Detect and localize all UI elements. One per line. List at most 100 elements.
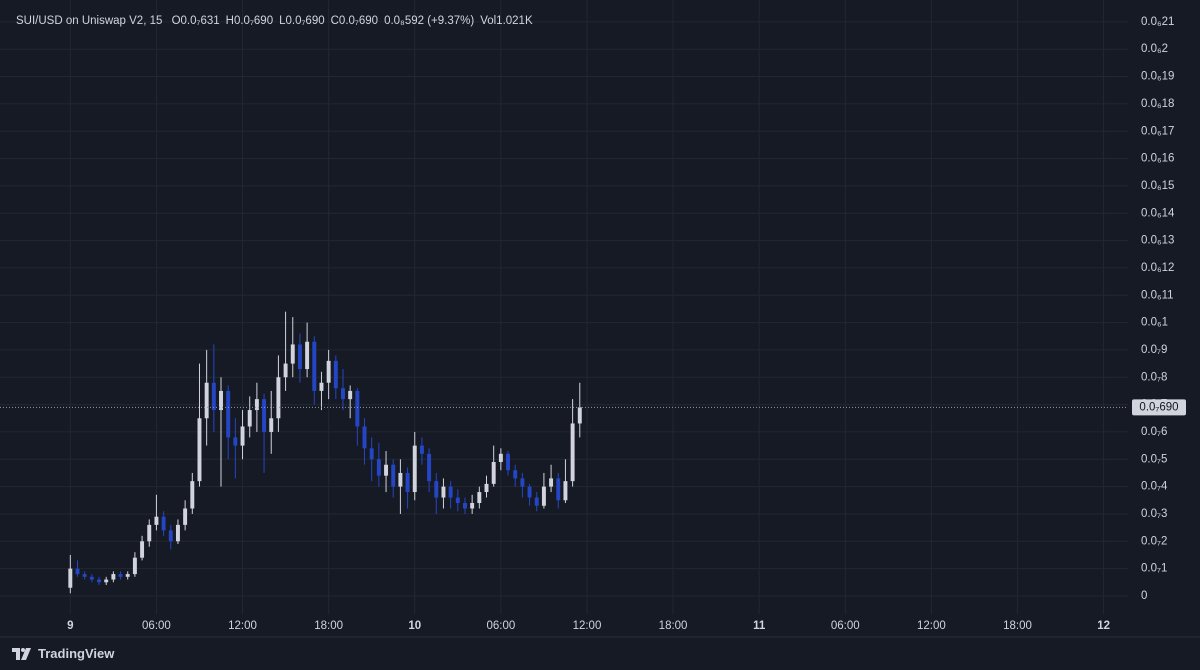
y-tick-label: 0.0₇2 xyxy=(1141,535,1167,547)
x-tick-label: 18:00 xyxy=(659,620,688,632)
y-tick-label: 0.0₆2 xyxy=(1141,43,1168,55)
y-tick-label: 0.0₇8 xyxy=(1141,371,1167,383)
candle-body xyxy=(355,390,360,427)
candle-body xyxy=(118,574,123,577)
x-tick-label: 12:00 xyxy=(917,620,946,632)
y-tick-label: 0.0₆13 xyxy=(1141,235,1174,247)
candle-body xyxy=(262,399,267,432)
candle-body xyxy=(68,568,73,588)
y-tick-label: 0.0₇5 xyxy=(1141,453,1167,465)
candle-body xyxy=(226,390,231,438)
candle-body xyxy=(183,508,188,525)
brand-name: TradingView xyxy=(38,646,115,661)
candle-body xyxy=(75,568,80,575)
candle-body xyxy=(290,344,295,364)
candle-body xyxy=(455,497,460,504)
candle-body xyxy=(534,497,539,506)
candle-body xyxy=(369,448,374,460)
candle-body xyxy=(326,360,331,383)
y-tick-label: 0.0₆1 xyxy=(1141,317,1168,329)
grid xyxy=(0,0,1128,614)
x-tick-label: 18:00 xyxy=(1003,620,1032,632)
candle-body xyxy=(319,382,324,391)
x-tick-label: 06:00 xyxy=(142,620,171,632)
y-tick-label: 0.0₆17 xyxy=(1141,125,1174,137)
candle-body xyxy=(549,478,554,487)
y-tick-label: 0.0₆12 xyxy=(1141,262,1174,274)
candle-body xyxy=(125,574,130,577)
y-tick-label: 0.0₆14 xyxy=(1141,207,1175,219)
x-tick-label: 11 xyxy=(753,620,766,632)
ohlc-label: Vol1.021K xyxy=(480,15,533,27)
candle-body xyxy=(204,382,209,419)
candle-body xyxy=(520,478,525,487)
y-tick-label: 0.0₇6 xyxy=(1141,426,1167,438)
y-tick-label: 0.0₇9 xyxy=(1141,344,1167,356)
candle-body xyxy=(211,382,216,411)
candle-body xyxy=(527,486,532,498)
y-tick-label: 0.0₆21 xyxy=(1141,16,1174,28)
symbol-title: SUI/USD on Uniswap V2, 15 xyxy=(16,15,163,27)
y-tick-label: 0.0₆16 xyxy=(1141,153,1174,165)
x-tick-label: 18:00 xyxy=(314,620,343,632)
y-tick-label: 0.0₆19 xyxy=(1141,71,1174,83)
candle-body xyxy=(348,390,353,400)
candle-body xyxy=(111,574,116,580)
candle-body xyxy=(190,481,195,509)
candle-body xyxy=(147,524,152,542)
candle-body xyxy=(82,574,87,577)
x-tick-label: 9 xyxy=(67,620,73,632)
candle-body xyxy=(97,579,101,583)
candle-body xyxy=(254,399,259,411)
candle-body xyxy=(333,360,338,389)
candle-body xyxy=(506,453,511,471)
y-tick-label: 0.0₆15 xyxy=(1141,180,1174,192)
ohlc-label: L0.0₇690 xyxy=(279,15,325,27)
candle-body xyxy=(498,453,503,463)
last-price-label: 0.0₇690 xyxy=(1139,401,1178,413)
candle-body xyxy=(376,459,381,476)
candle-body xyxy=(419,445,424,454)
candle-body xyxy=(441,486,446,498)
candles xyxy=(0,311,1128,594)
candle-body xyxy=(312,341,317,391)
candle-body xyxy=(563,481,568,501)
y-tick-label: 0 xyxy=(1141,590,1147,602)
candle-body xyxy=(391,464,396,487)
candle-body xyxy=(541,486,546,506)
y-tick-label: 0.0₆11 xyxy=(1141,289,1174,301)
candle-body xyxy=(491,462,496,484)
last-price-box xyxy=(1132,399,1186,416)
candle-body xyxy=(398,472,403,487)
y-tick-label: 0.0₆18 xyxy=(1141,98,1174,110)
x-tick-label: 12 xyxy=(1097,620,1110,632)
candle-body xyxy=(448,486,453,498)
ohlc-label: 0.0₈592 (+9.37%) xyxy=(384,15,475,27)
candle-body xyxy=(161,516,166,531)
candle-body xyxy=(412,445,417,493)
axes: 00.0₇10.0₇20.0₇30.0₇40.0₇50.0₇60.0₇70.0₇… xyxy=(67,16,1186,632)
candle-body xyxy=(168,530,173,542)
candle-body xyxy=(283,363,288,378)
brand-logo xyxy=(12,647,31,660)
x-tick-label: 12:00 xyxy=(573,620,602,632)
y-tick-label: 0.0₇3 xyxy=(1141,508,1167,520)
candle-body xyxy=(577,407,582,424)
candle-body xyxy=(140,541,145,558)
x-tick-label: 06:00 xyxy=(831,620,860,632)
candle-body xyxy=(434,481,439,498)
ohlc-label: H0.0₇690 xyxy=(225,15,274,27)
ohlc-label: O0.0₇631 xyxy=(171,15,220,27)
x-tick-label: 10 xyxy=(408,620,421,632)
candle-body xyxy=(240,426,245,446)
candle-body xyxy=(154,516,159,525)
brand: TradingView xyxy=(12,646,114,661)
candle-body xyxy=(513,470,518,479)
candle-body xyxy=(197,418,202,482)
candle-body xyxy=(247,410,252,427)
candle-body xyxy=(276,377,281,419)
legend: SUI/USD on Uniswap V2, 15 O0.0₇631 H0.0₇6… xyxy=(16,15,539,27)
